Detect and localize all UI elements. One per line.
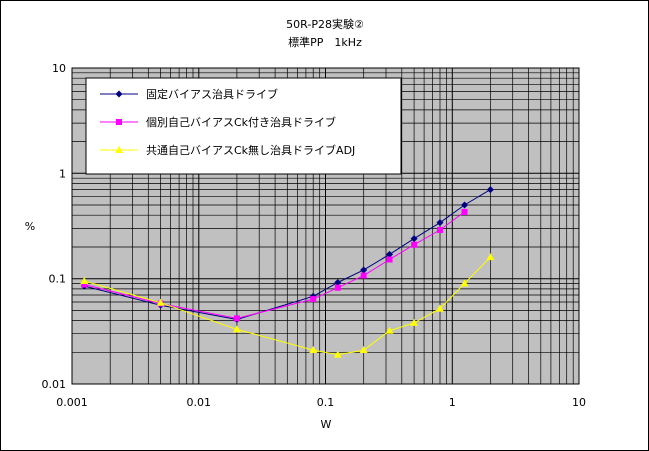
data-point (460, 279, 469, 287)
data-point (156, 298, 165, 306)
series-line (84, 211, 465, 319)
y-tick-label: 0.01 (42, 378, 67, 391)
data-point (81, 281, 88, 288)
series-3 (80, 253, 495, 358)
y-axis-label: % (25, 220, 35, 233)
legend-box (85, 77, 402, 175)
data-point (411, 241, 418, 248)
data-point (334, 284, 341, 291)
x-axis: 0.001 0.01 0.1 1 10 (56, 396, 586, 409)
data-point (115, 146, 123, 153)
legend-label: 共通自己バイアスCk無し治具ドライブADJ (146, 143, 355, 157)
data-point (486, 186, 494, 194)
legend-entry: 共通自己バイアスCk無し治具ドライブADJ (100, 143, 355, 157)
data-point (385, 326, 394, 334)
x-tick-label: 0.001 (56, 396, 88, 409)
data-point (461, 208, 468, 215)
data-point (360, 266, 368, 274)
data-point (334, 278, 342, 286)
data-point (436, 226, 443, 233)
legend-entry: 固定バイアス治具ドライブ (100, 87, 278, 101)
series-2 (81, 208, 468, 322)
x-tick-label: 1 (449, 396, 456, 409)
legend: 固定バイアス治具ドライブ個別自己バイアスCk付き治具ドライブ共通自己バイアスCk… (85, 77, 402, 175)
chart-title: 50R-P28実験② (286, 17, 364, 31)
legend-label: 個別自己バイアスCk付き治具ドライブ (146, 115, 336, 129)
legend-entry: 個別自己バイアスCk付き治具ドライブ (100, 115, 336, 129)
data-point (461, 201, 469, 209)
y-tick-label: 1 (59, 167, 66, 180)
data-point (410, 235, 418, 243)
x-axis-label: W (321, 418, 332, 431)
data-point (360, 272, 367, 279)
data-point (435, 304, 444, 312)
data-point (116, 119, 122, 125)
y-tick-label: 10 (52, 62, 66, 75)
data-point (310, 296, 317, 303)
x-tick-label: 0.1 (317, 396, 335, 409)
data-point (80, 277, 89, 285)
data-point (386, 256, 393, 263)
data-point (115, 90, 123, 98)
y-axis: 10 1 0.1 0.01 (42, 62, 67, 391)
x-tick-label: 10 (572, 396, 586, 409)
series-layer (80, 186, 495, 358)
y-tick-label: 0.1 (49, 273, 67, 286)
data-point (486, 253, 495, 261)
data-point (333, 350, 342, 358)
legend-label: 固定バイアス治具ドライブ (146, 87, 278, 101)
data-point (436, 219, 444, 227)
data-point (386, 250, 394, 258)
data-point (232, 325, 241, 333)
data-point (359, 346, 368, 354)
x-tick-label: 0.01 (187, 396, 212, 409)
data-point (233, 315, 240, 322)
chart-subtitle: 標準PP 1kHz (288, 35, 362, 49)
plot-border (71, 67, 580, 385)
data-point (309, 346, 318, 354)
data-point (410, 318, 419, 326)
